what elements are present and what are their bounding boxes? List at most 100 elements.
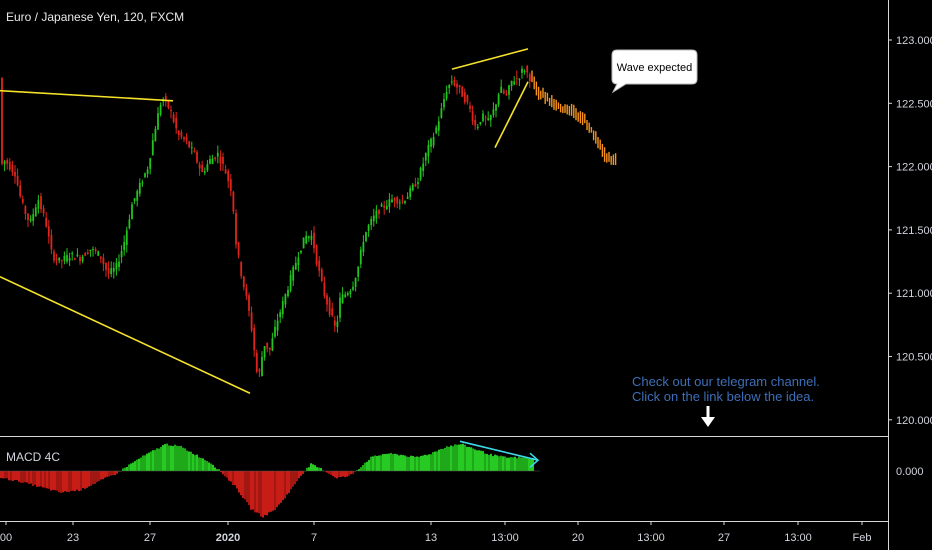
macd-bar xyxy=(174,444,176,471)
candle-body xyxy=(66,254,68,262)
macd-bar xyxy=(252,471,254,510)
macd-bar xyxy=(34,471,36,485)
macd-bar xyxy=(388,453,390,471)
candle-body xyxy=(63,255,66,261)
candle-body xyxy=(227,170,230,181)
candle-body xyxy=(323,282,326,297)
macd-bar xyxy=(156,448,158,471)
candle-body xyxy=(123,242,126,251)
candle-body xyxy=(112,268,115,272)
candle-body xyxy=(235,213,237,245)
time-axis[interactable]: 00 23 27 2020 7 13 13:00 20 13:00 27 13:00 Feb xyxy=(0,521,871,544)
candle-body xyxy=(154,128,157,142)
time-tick-label: 00 xyxy=(0,532,12,544)
wave-expected-callout[interactable]: Wave expected xyxy=(611,49,698,94)
macd-bar xyxy=(280,471,282,503)
macd-bar xyxy=(390,452,392,471)
macd-bar xyxy=(36,471,38,487)
macd-bar xyxy=(360,467,362,471)
macd-bar xyxy=(258,471,260,514)
macd-axis[interactable]: 0.000 xyxy=(896,466,924,478)
macd-bar xyxy=(136,459,138,471)
time-tick-label: 13:00 xyxy=(784,532,812,544)
price-axis[interactable]: 123.000 122.500 122.000 121.500 121.000 120.5… xyxy=(888,35,932,427)
macd-bar xyxy=(112,471,114,476)
time-tick-label: 13:00 xyxy=(637,532,665,544)
macd-bar xyxy=(416,456,418,471)
candle-body xyxy=(8,161,11,170)
candle-body xyxy=(445,92,448,99)
trendline[interactable] xyxy=(0,89,174,102)
macd-bar xyxy=(276,471,278,508)
candle-body xyxy=(432,137,435,146)
candle-body xyxy=(1,78,3,164)
trendline[interactable] xyxy=(494,81,529,148)
candle-body xyxy=(515,77,518,79)
macd-bar xyxy=(308,467,310,471)
macd-bar xyxy=(358,469,360,471)
macd-bar xyxy=(490,453,492,471)
macd-bar xyxy=(96,471,98,483)
macd-bar xyxy=(522,457,524,471)
macd-bar xyxy=(222,471,224,475)
macd-bar xyxy=(198,457,200,471)
macd-bar xyxy=(262,471,264,518)
candle-body xyxy=(487,118,490,120)
candle-body xyxy=(224,169,227,174)
candle-body xyxy=(110,268,113,275)
divergence-line[interactable] xyxy=(459,440,539,461)
candle-body xyxy=(443,99,445,108)
macd-bar xyxy=(236,471,238,489)
candle-body xyxy=(141,182,144,184)
macd-bar xyxy=(142,455,144,471)
macd-bar xyxy=(180,445,182,471)
candle-body xyxy=(339,297,341,318)
candle-body xyxy=(245,287,248,296)
candle-body xyxy=(302,237,305,249)
candle-body xyxy=(47,226,50,237)
macd-bar xyxy=(420,455,422,471)
trendline[interactable] xyxy=(451,48,529,70)
trendline[interactable] xyxy=(0,276,251,394)
macd-bar xyxy=(328,471,330,474)
macd-bar xyxy=(48,471,50,489)
macd-bar xyxy=(442,448,444,471)
candle-body xyxy=(3,160,6,165)
macd-bar xyxy=(320,467,322,471)
macd-bar xyxy=(378,455,380,471)
candle-body xyxy=(138,182,141,194)
candle-body xyxy=(453,79,456,86)
macd-bar xyxy=(122,468,124,471)
macd-bar xyxy=(144,455,146,471)
macd-bar xyxy=(476,450,478,471)
candle-body xyxy=(435,127,438,134)
candle-body xyxy=(125,230,128,246)
macd-bar xyxy=(58,471,60,493)
macd-bar xyxy=(42,471,44,488)
candle-body xyxy=(34,207,37,217)
macd-bar xyxy=(188,451,190,471)
macd-bar xyxy=(306,467,308,471)
candle-body xyxy=(58,257,61,261)
macd-bar xyxy=(238,471,240,493)
macd-bar xyxy=(428,454,430,471)
macd-bar xyxy=(334,471,336,478)
candle-body xyxy=(86,252,89,254)
candle-body xyxy=(448,84,451,89)
macd-bar xyxy=(254,471,256,513)
candle-body xyxy=(279,312,282,317)
candle-body xyxy=(266,342,269,349)
macd-bar xyxy=(528,458,530,471)
macd-bar xyxy=(478,450,480,471)
candle-body xyxy=(393,198,396,202)
macd-bar xyxy=(24,471,26,483)
macd-bar xyxy=(474,449,476,471)
macd-bar xyxy=(250,471,252,510)
macd-bar xyxy=(84,471,86,489)
candle-body xyxy=(391,199,393,203)
price-tick-label: 123.000 xyxy=(896,35,932,47)
macd-bar xyxy=(294,471,296,485)
macd-bar xyxy=(348,471,350,476)
candle-body xyxy=(352,286,354,290)
macd-bar xyxy=(14,471,16,480)
